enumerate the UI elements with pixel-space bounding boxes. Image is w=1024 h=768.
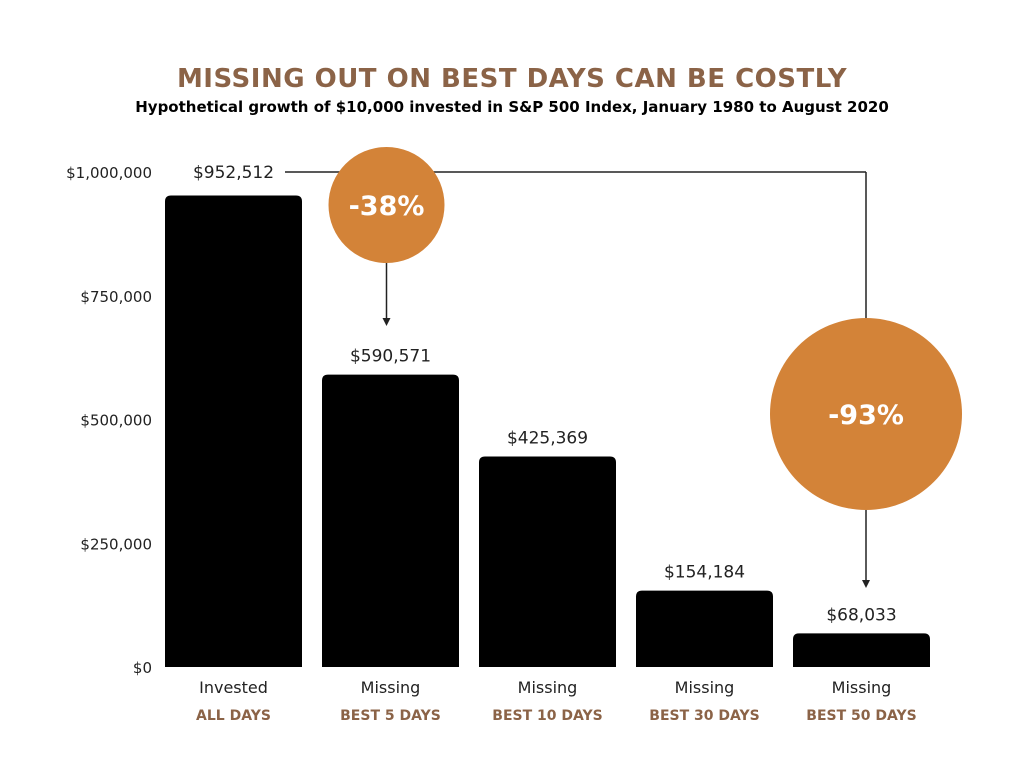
callout-circle xyxy=(328,147,445,263)
category-label: Missing xyxy=(518,678,578,697)
chart-title: MISSING OUT ON BEST DAYS CAN BE COSTLY xyxy=(177,64,848,94)
chart-subtitle: Hypothetical growth of $10,000 invested … xyxy=(135,98,889,116)
category-labels-group: Invested ALL DAYS Missing BEST 5 DAYS Missin… xyxy=(196,678,917,724)
y-axis: $0 $250,000 $500,000 $750,000 $1,000,000 xyxy=(66,164,152,677)
category-sublabel: BEST 30 DAYS xyxy=(649,708,759,724)
bar-value-label: $590,571 xyxy=(350,347,431,367)
y-tick-label: $750,000 xyxy=(80,288,152,306)
value-labels-group: $952,512 $590,571 $425,369 $154,184 $68,033 xyxy=(193,163,897,625)
y-tick-label: $500,000 xyxy=(80,412,152,430)
category-label: Missing xyxy=(832,678,892,697)
category-label: Invested xyxy=(199,678,268,697)
category-sublabel: BEST 10 DAYS xyxy=(492,708,602,724)
y-tick-label: $250,000 xyxy=(80,535,152,553)
category-sublabel: BEST 5 DAYS xyxy=(340,708,441,724)
bar-value-label: $154,184 xyxy=(664,563,745,583)
bar xyxy=(479,456,616,667)
category-label: Missing xyxy=(675,678,735,697)
bar xyxy=(636,590,773,667)
bar-value-label: $952,512 xyxy=(193,163,274,183)
callout-percent-label: -38% xyxy=(349,191,425,222)
bar xyxy=(322,374,459,667)
bars-group xyxy=(165,195,930,667)
bar-value-label: $68,033 xyxy=(826,605,896,625)
bar xyxy=(165,195,302,667)
bar-value-label: $425,369 xyxy=(507,428,588,448)
y-tick-label: $0 xyxy=(133,659,152,677)
callouts-group: -38% -93% xyxy=(328,147,962,510)
callout-percent-label: -93% xyxy=(828,400,904,431)
arrow-head-icon xyxy=(862,580,870,588)
y-tick-label: $1,000,000 xyxy=(66,164,152,182)
callout-circle xyxy=(770,318,962,510)
category-sublabel: BEST 50 DAYS xyxy=(806,708,916,724)
arrow-head-icon xyxy=(382,318,391,326)
bar xyxy=(793,633,930,667)
category-label: Missing xyxy=(361,678,421,697)
category-sublabel: ALL DAYS xyxy=(196,708,271,724)
